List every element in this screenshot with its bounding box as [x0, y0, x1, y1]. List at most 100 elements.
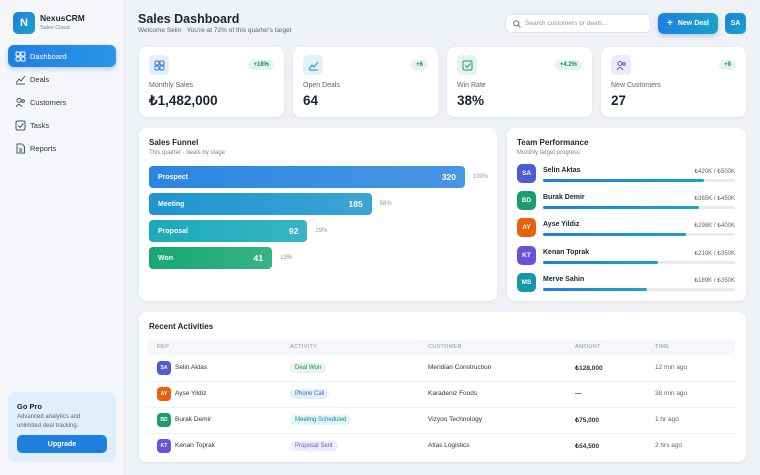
row-divider — [147, 433, 737, 434]
kpi-value: 64 — [303, 93, 319, 108]
kpi-card: +4.2% Win Rate 38% — [447, 47, 592, 117]
column-header: AMOUNT — [575, 344, 601, 350]
brand-sub: Sales Cloud — [40, 25, 70, 31]
customer: Vizyon Technology — [428, 416, 482, 423]
column-header: ACTIVITY — [290, 344, 318, 350]
member-amount: ₺298K / ₺400K — [694, 223, 735, 230]
member-amount: ₺210K / ₺350K — [694, 250, 735, 257]
progress-bar — [543, 206, 699, 210]
new-deal-label: New Deal — [677, 20, 709, 27]
nav-icon — [15, 51, 26, 62]
rep-name: Kenan Toprak — [175, 442, 215, 449]
rep-avatar: SA — [157, 361, 171, 375]
progress-bar — [543, 260, 659, 264]
rep-avatar: BD — [157, 413, 171, 427]
amount: — — [575, 390, 582, 397]
search-placeholder: Search customers or deals... — [525, 20, 608, 27]
activity-badge: Deal Won — [290, 363, 327, 373]
time: 38 min ago — [655, 390, 688, 397]
page-title: Sales Dashboard — [138, 12, 240, 26]
stage-count: 92 — [288, 226, 299, 236]
stage-name: Prospect — [158, 173, 188, 181]
nav-item[interactable]: Deals — [8, 68, 116, 90]
plus-icon: + — [667, 18, 673, 29]
nav-item[interactable]: Dashboard — [8, 45, 116, 67]
nav-item[interactable]: Customers — [8, 91, 116, 113]
stage-percent: 13% — [280, 255, 293, 261]
stage-percent: 100% — [473, 174, 489, 180]
kpi-icon — [303, 55, 323, 75]
funnel-bar: Meeting 185 — [149, 193, 372, 215]
funnel-bar: Won 41 — [149, 247, 273, 269]
progress-bar — [543, 233, 687, 237]
kpi-card: +18% Monthly Sales ₺1,482,000 — [139, 47, 284, 117]
table-header — [147, 340, 735, 355]
activity-badge: Phone Call — [290, 389, 330, 399]
member-avatar: KT — [517, 245, 536, 265]
member-amount: ₺365K / ₺450K — [694, 196, 735, 203]
member-avatar: SA — [517, 164, 536, 183]
nav-item[interactable]: Tasks — [8, 114, 116, 136]
kpi-label: New Customers — [611, 82, 661, 89]
team-card: Team Performance Monthly target progress — [507, 128, 746, 301]
team-subtitle: Monthly target progress — [517, 150, 581, 156]
nav-icon — [15, 120, 26, 131]
new-deal-button[interactable]: + New Deal — [658, 13, 718, 34]
member-name: Kenan Toprak — [543, 248, 590, 256]
stage-name: Won — [158, 254, 174, 262]
time: 1 hr ago — [655, 416, 679, 423]
nav-label: Dashboard — [30, 51, 67, 61]
member-amount: ₺420K / ₺500K — [694, 169, 735, 175]
kpi-change: +18% — [248, 60, 274, 70]
stage-count: 185 — [348, 199, 363, 209]
kpi-value: ₺1,482,000 — [149, 93, 218, 108]
stage-count: 41 — [253, 253, 264, 263]
search-box[interactable]: Search customers or deals... — [505, 14, 651, 33]
page-subtitle: Welcome Selin · You're at 72% of this qu… — [138, 27, 292, 34]
nav-item[interactable]: Reports — [8, 137, 116, 159]
kpi-icon — [149, 55, 169, 75]
kpi-change: +4.2% — [554, 60, 582, 70]
funnel-bar: Prospect 320 — [149, 166, 465, 188]
stage-percent: 29% — [315, 228, 328, 234]
customer: Meridian Construction — [428, 364, 492, 371]
nav-label: Customers — [30, 97, 67, 107]
stage-count: 320 — [441, 172, 456, 182]
kpi-label: Monthly Sales — [149, 82, 193, 89]
member-amount: ₺189K / ₺350K — [694, 277, 735, 284]
team-title: Team Performance — [517, 138, 589, 147]
kpi-card: +6 Open Deals 64 — [293, 47, 438, 117]
rep-name: Ayse Yildiz — [175, 390, 207, 397]
nav-label: Reports — [30, 143, 57, 153]
customer: Karadeniz Foods — [428, 390, 478, 397]
promo-title: Go Pro — [17, 402, 43, 411]
nav-icon — [16, 143, 25, 154]
stage-name: Meeting — [158, 200, 185, 208]
kpi-glyph — [616, 60, 626, 70]
row-divider — [147, 381, 737, 382]
column-header: CUSTOMER — [428, 344, 462, 350]
member-avatar: AY — [517, 218, 536, 238]
kpi-card: +9 New Customers 27 — [601, 47, 746, 117]
time: 12 min ago — [655, 364, 688, 371]
row-divider — [147, 407, 737, 408]
rep-name: Selin Aktas — [175, 364, 208, 371]
upgrade-button[interactable]: Upgrade — [17, 435, 107, 453]
promo-text: Advanced analytics and unlimited deal tr… — [17, 414, 81, 429]
activities-card: Recent Activities — [139, 312, 746, 462]
column-header: TIME — [655, 344, 670, 350]
progress-bar — [543, 179, 705, 182]
logo: N — [13, 12, 35, 34]
brand: NexusCRM — [40, 13, 85, 23]
member-name: Ayse Yildiz — [543, 221, 580, 229]
kpi-value: 38% — [457, 93, 485, 108]
user-avatar[interactable]: SA — [725, 13, 746, 34]
kpi-label: Open Deals — [303, 82, 340, 89]
activities-title: Recent Activities — [149, 322, 214, 331]
member-avatar: BD — [517, 191, 536, 211]
amount: ₺75,000 — [575, 417, 600, 424]
kpi-label: Win Rate — [457, 82, 486, 89]
kpi-value: 27 — [611, 93, 627, 108]
kpi-icon — [457, 55, 477, 75]
